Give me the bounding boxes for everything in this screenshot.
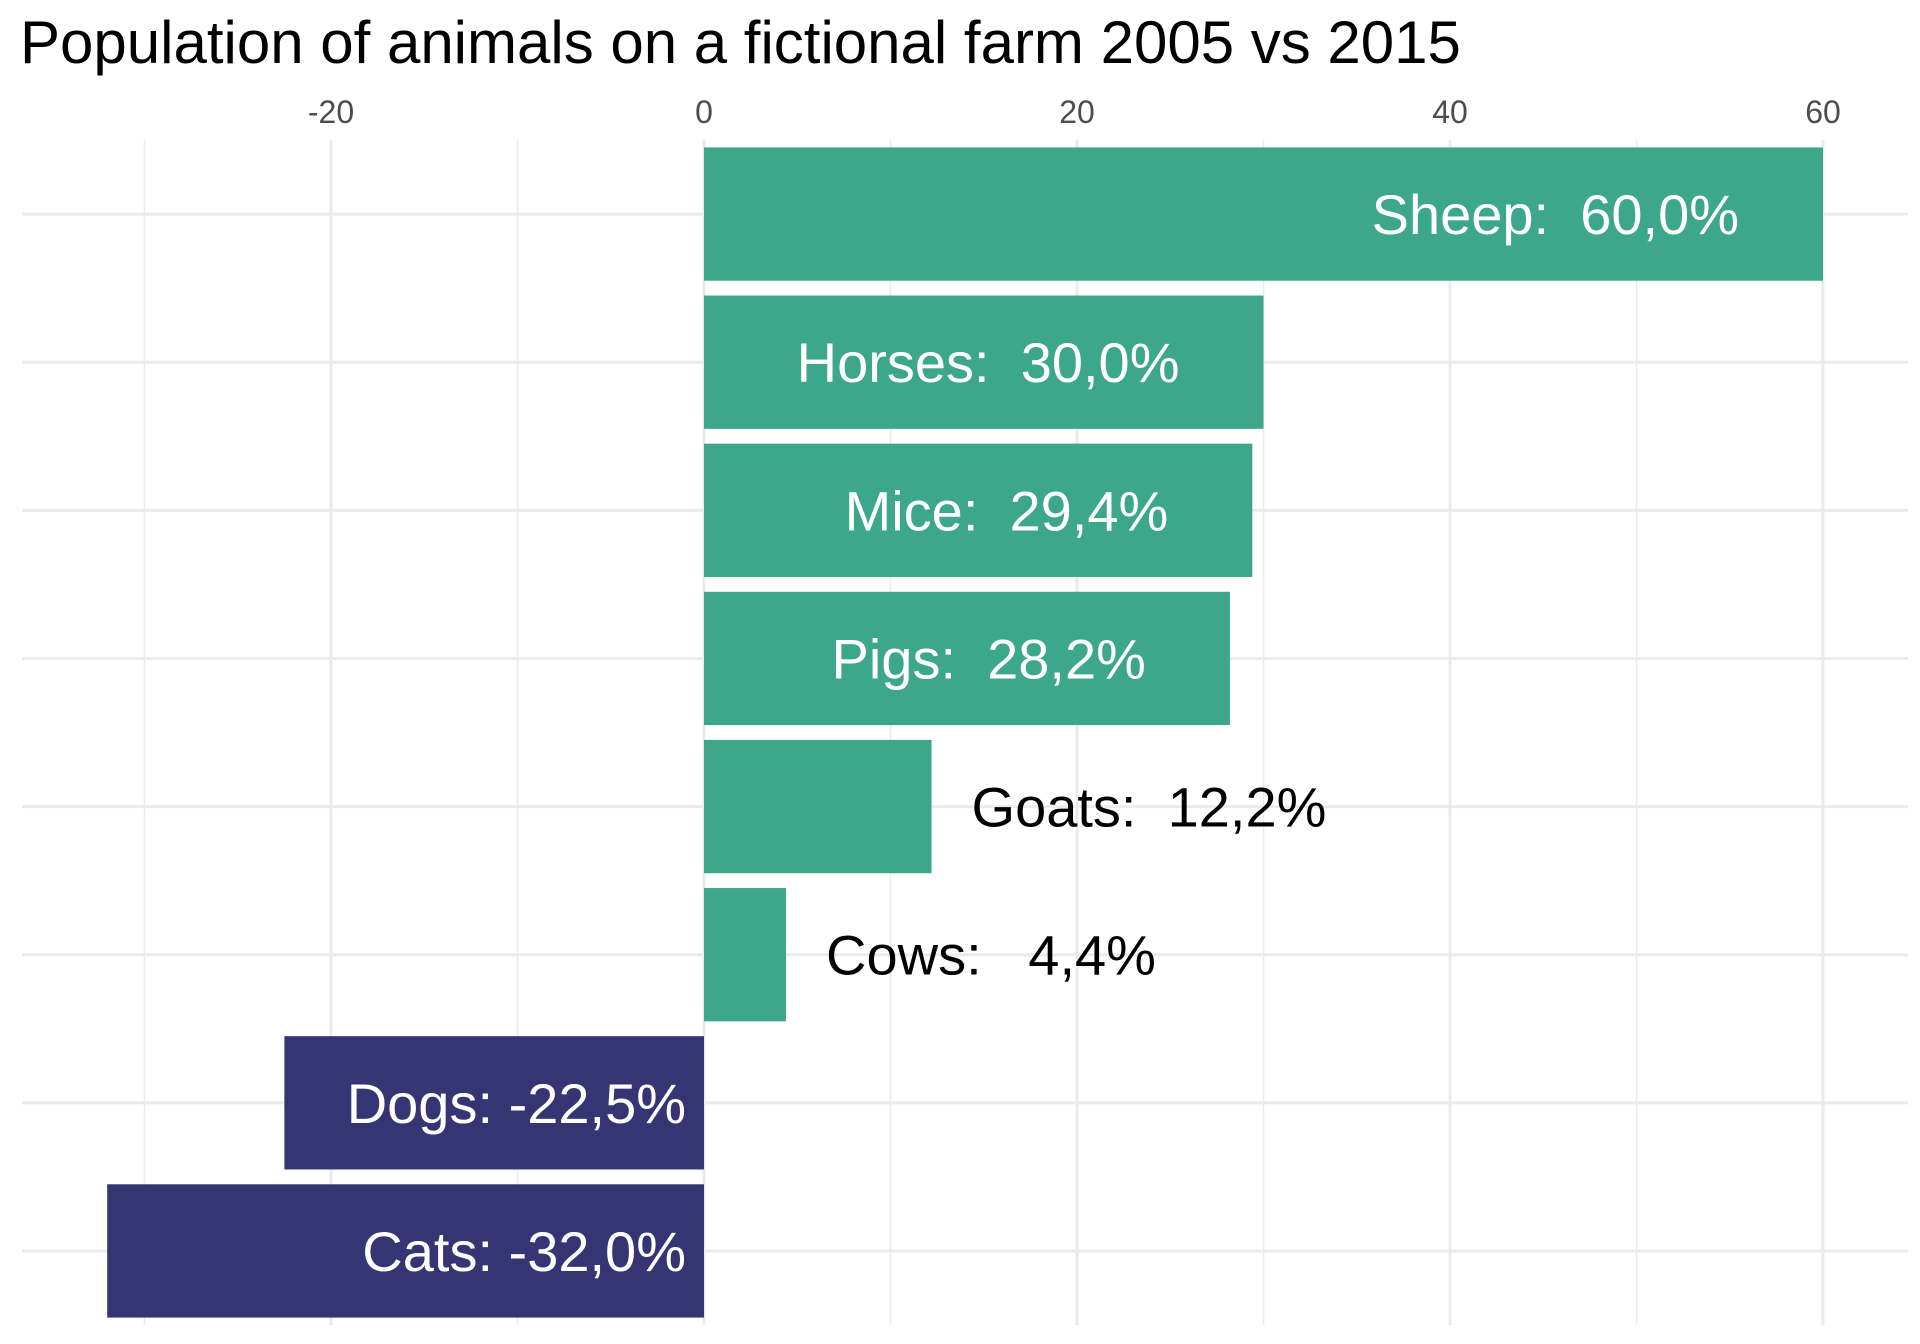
bar-mice	[704, 443, 1253, 577]
x-tick-label: -20	[308, 94, 354, 130]
bar-goats	[704, 739, 932, 874]
bar-cows	[704, 888, 787, 1022]
bar-label-mice: Mice: 29,4%	[845, 479, 1169, 542]
x-tick-label: 0	[695, 94, 713, 130]
bar-horses	[704, 295, 1264, 429]
bar-label-pigs: Pigs: 28,2%	[832, 627, 1146, 690]
bar-label-dogs: Dogs: -22,5%	[347, 1072, 686, 1135]
x-tick-label: 20	[1059, 94, 1095, 130]
bar-label-cats: Cats: -32,0%	[362, 1220, 686, 1283]
bar-label-horses: Horses: 30,0%	[797, 331, 1180, 394]
x-tick-label: 60	[1805, 94, 1841, 130]
bar-sheep	[704, 147, 1823, 281]
bar-label-sheep: Sheep: 60,0%	[1372, 183, 1739, 246]
chart-title: Population of animals on a fictional far…	[20, 9, 1461, 76]
bar-labels: Sheep: 60,0% Horses: 30,0% Mice: 29,4% Pigs…	[347, 183, 1739, 1283]
bar-cats	[107, 1184, 704, 1318]
bar-label-goats: Goats: 12,2%	[972, 776, 1327, 839]
bar-label-cows: Cows: 4,4%	[826, 924, 1156, 987]
x-axis-ticks: -20 0 20 40 60	[308, 94, 1841, 130]
bars	[107, 147, 1823, 1318]
bar-dogs	[284, 1036, 704, 1170]
bar-pigs	[704, 591, 1230, 726]
x-tick-label: 40	[1432, 94, 1468, 130]
